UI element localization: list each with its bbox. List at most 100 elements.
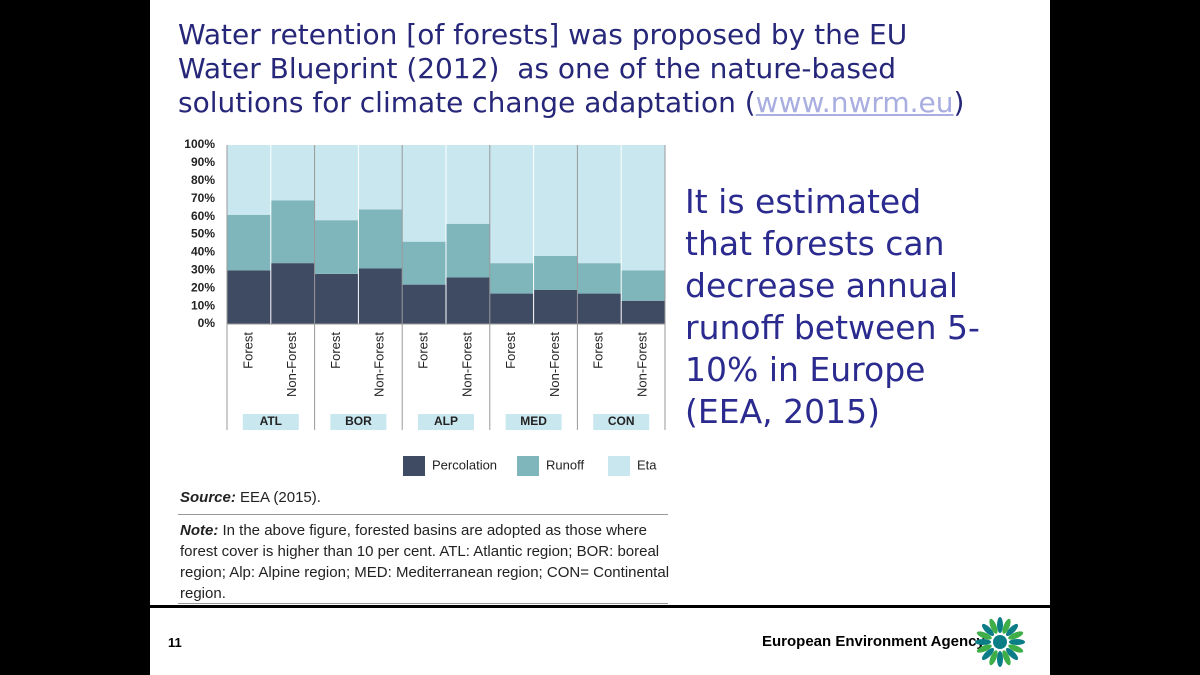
bar-segment	[489, 293, 534, 324]
logo-leaf	[1008, 644, 1024, 653]
bar-segment	[402, 145, 446, 242]
bar-segment	[270, 200, 315, 264]
x-tick-label: Forest	[503, 332, 518, 369]
bar-segment	[533, 255, 578, 290]
bar-segment	[227, 145, 271, 215]
y-tick-label: 100%	[184, 137, 215, 151]
bar-segment	[489, 145, 534, 264]
source-text: EEA (2015).	[240, 489, 321, 506]
logo-leaf	[981, 623, 995, 637]
logo-leaf	[1005, 647, 1019, 661]
bar-segment	[227, 214, 271, 271]
side-line: that forests can	[685, 224, 945, 263]
bar-segment	[314, 145, 359, 221]
group-label: ATL	[260, 414, 282, 428]
note-text: In the above figure, forested basins are…	[180, 522, 670, 602]
logo-leaf	[1002, 650, 1011, 666]
y-tick-label: 70%	[191, 191, 215, 205]
bar-segment	[358, 209, 403, 269]
group-box	[242, 414, 299, 430]
slide-title: Water retention [of forests] was propose…	[178, 18, 964, 120]
y-tick-label: 30%	[191, 262, 215, 276]
x-tick-label: Non-Forest	[284, 332, 299, 397]
logo-leaf	[975, 639, 991, 645]
legend-label: Runoff	[546, 457, 584, 472]
bar-segment	[621, 145, 665, 271]
side-text: It is estimated that forests can decrease …	[685, 181, 980, 433]
x-tick-label: Forest	[240, 332, 255, 369]
x-tick-label: Non-Forest	[635, 332, 650, 397]
group-box	[505, 414, 562, 430]
bar-segment	[446, 145, 490, 224]
title-line: Water retention [of forests] was propose…	[178, 18, 908, 51]
bar-segment	[402, 241, 446, 285]
title-line: solutions for climate change adaptation …	[178, 86, 756, 119]
bar-segment	[577, 263, 622, 294]
divider	[178, 603, 668, 604]
logo-leaf	[1005, 623, 1019, 637]
footer-rule	[150, 605, 1050, 608]
logo-leaf	[981, 647, 995, 661]
bar-segment	[446, 223, 490, 278]
y-tick-label: 80%	[191, 173, 215, 187]
bar-segment	[358, 145, 403, 210]
y-tick-label: 0%	[198, 316, 216, 330]
y-tick-label: 20%	[191, 280, 215, 294]
bar-segment	[621, 270, 665, 301]
bar-segment	[577, 293, 622, 324]
bar-segment	[446, 277, 490, 324]
bar-segment	[270, 145, 315, 201]
logo-leaf	[989, 618, 998, 634]
group-label: BOR	[345, 414, 372, 428]
side-line: (EEA, 2015)	[685, 392, 880, 431]
y-tick-label: 40%	[191, 245, 215, 259]
bar-segment	[533, 289, 578, 324]
x-tick-label: Non-Forest	[547, 332, 562, 397]
source: Source: EEA (2015).	[180, 489, 321, 506]
x-tick-label: Forest	[328, 332, 343, 369]
bar-segment	[577, 145, 622, 264]
group-box	[330, 414, 387, 430]
group-label: CON	[608, 414, 635, 428]
bar-segment	[621, 300, 665, 324]
slide: Water retention [of forests] was propose…	[150, 0, 1050, 675]
side-line: runoff between 5-	[685, 308, 980, 347]
side-line: decrease annual	[685, 266, 959, 305]
legend-label: Eta	[637, 457, 657, 472]
logo-leaf	[1009, 639, 1025, 645]
divider	[178, 514, 668, 515]
x-tick-label: Forest	[416, 332, 431, 369]
side-line: It is estimated	[685, 182, 922, 221]
x-tick-label: Forest	[591, 332, 606, 369]
legend-label: Percolation	[432, 457, 497, 472]
title-line: Water Blueprint (2012) as one of the nat…	[178, 52, 896, 85]
x-tick-label: Non-Forest	[459, 332, 474, 397]
group-label: MED	[520, 414, 547, 428]
bar-segment	[314, 273, 359, 324]
y-tick-label: 50%	[191, 227, 215, 241]
bar-segment	[358, 268, 403, 324]
chart: 0% 10% 20% 30% 40% 50% 60% 70% 80% 90% 100% Forest N…	[184, 137, 666, 476]
group-label: ALP	[434, 414, 458, 428]
note-label: Note:	[180, 522, 219, 539]
note: Note: In the above figure, forested basi…	[180, 520, 670, 604]
x-tick-label: Non-Forest	[372, 332, 387, 397]
bar-segment	[489, 263, 534, 294]
source-label: Source:	[180, 489, 236, 506]
bar-segment	[314, 220, 359, 274]
link[interactable]: www.nwrm.eu	[755, 86, 954, 119]
bar-segment	[227, 270, 271, 324]
logo	[975, 617, 1025, 667]
logo-leaf	[976, 631, 992, 640]
logo-leaf	[997, 617, 1003, 633]
title-end: )	[953, 86, 965, 119]
logo-leaf	[1008, 631, 1024, 640]
legend-swatch	[608, 456, 630, 476]
logo-leaf	[989, 650, 998, 666]
legend-swatch	[517, 456, 539, 476]
group-box	[593, 414, 650, 430]
y-tick-label: 60%	[191, 209, 215, 223]
logo-leaf	[1002, 618, 1011, 634]
legend-swatch	[403, 456, 425, 476]
